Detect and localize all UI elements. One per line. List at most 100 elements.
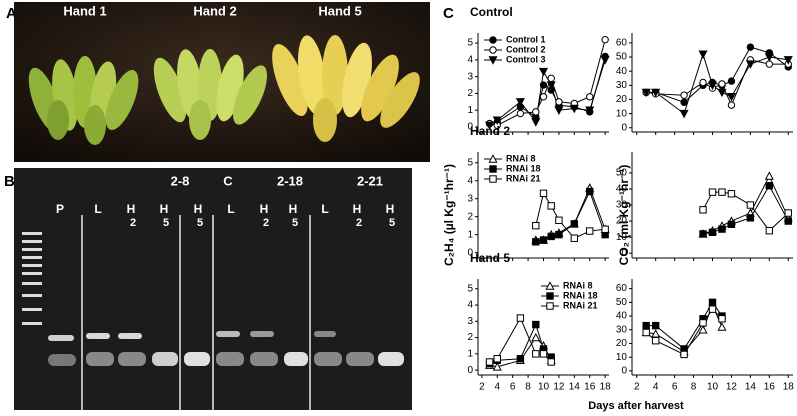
data-point (485, 358, 494, 366)
chart-title: Hand 2 (470, 124, 510, 138)
photo-label: Hand 1 (63, 3, 106, 18)
data-point (784, 209, 792, 217)
data-point (699, 78, 707, 87)
series-line (646, 52, 789, 115)
data-point (586, 187, 594, 196)
x-tick-label: 4 (494, 382, 500, 393)
data-point (727, 77, 736, 85)
lane-dividers (81, 215, 311, 410)
y-tick-label: 50 (616, 168, 628, 179)
data-point (515, 98, 525, 107)
lane-label: H (353, 202, 362, 216)
lane-label: 2 (356, 217, 362, 229)
lane-label: H (160, 202, 169, 216)
y-tick-label: 0 (621, 248, 627, 259)
data-point (539, 93, 548, 101)
data-point (489, 165, 497, 173)
y-tick-label: 1 (467, 348, 473, 359)
lane-group-label: 2-18 (277, 173, 303, 188)
legend-label: RNAi 18 (563, 290, 598, 300)
data-point (539, 350, 548, 358)
x-tick-label: 2 (634, 382, 640, 393)
chart-title: Hand 5 (470, 251, 510, 265)
x-tick-label: 12 (726, 382, 738, 393)
y-tick-label: 60 (616, 38, 628, 49)
y-tick-label: 40 (616, 184, 628, 195)
data-point (600, 56, 610, 65)
photo-label: Hand 5 (318, 3, 361, 18)
data-point (746, 43, 755, 51)
data-point (488, 154, 498, 163)
lane-label: H (289, 202, 298, 216)
x-tick-label: 8 (525, 382, 531, 393)
data-point (546, 81, 556, 90)
data-point (532, 238, 540, 246)
banana-bunch (272, 35, 420, 142)
banana-bunch (28, 56, 139, 145)
legend-label: Control 3 (506, 54, 546, 64)
data-point (546, 302, 554, 310)
data-point (746, 201, 755, 209)
y-tick-label: 4 (467, 54, 473, 65)
y-tick-label: 50 (616, 52, 628, 63)
y-tick-label: 2 (467, 332, 473, 343)
data-point (708, 305, 717, 313)
photo-label: Hand 2 (193, 3, 236, 18)
y-tick-label: 10 (616, 232, 628, 243)
data-point (547, 232, 555, 241)
legend-label: RNAi 8 (506, 153, 536, 163)
data-point (492, 362, 502, 371)
data-point (783, 56, 793, 65)
y-tick-label: 60 (616, 283, 628, 294)
x-tick-label: 6 (510, 382, 516, 393)
chart-title: Control (470, 5, 513, 19)
lane-group-label: 2-8 (171, 173, 190, 188)
x-tick-label: 18 (783, 382, 795, 393)
data-point (726, 92, 736, 102)
data-point (586, 93, 594, 101)
data-point (516, 314, 525, 322)
data-point (554, 106, 564, 115)
series-line (646, 59, 789, 107)
data-point (784, 217, 792, 225)
data-point (764, 171, 774, 180)
data-point (718, 188, 726, 196)
data-point (516, 109, 525, 118)
lane-label: L (227, 202, 234, 216)
y-tick-label: 2 (467, 211, 473, 222)
data-point (717, 88, 727, 98)
data-point (546, 292, 554, 300)
y-tick-label: 4 (467, 175, 473, 186)
x-tick-label: 8 (691, 382, 697, 393)
data-point (746, 214, 755, 222)
y-tick-label: 3 (467, 71, 473, 82)
data-point (532, 108, 540, 116)
data-point (698, 50, 708, 59)
legend-label: Control 2 (506, 44, 546, 54)
data-point (680, 98, 688, 107)
data-point (698, 324, 708, 334)
data-point (492, 116, 502, 126)
lane-label: P (56, 202, 64, 216)
lane-label: H (194, 202, 203, 216)
y-tick-label: 0 (467, 122, 473, 133)
y-tick-label: 0 (467, 247, 473, 258)
lane-label: L (321, 202, 328, 216)
x-tick-label: 16 (584, 382, 596, 393)
legend-label: RNAi 21 (506, 173, 541, 183)
lane-label: 5 (292, 217, 298, 229)
panel-label: B (4, 173, 15, 190)
data-point (538, 67, 549, 77)
data-point (680, 91, 688, 99)
data-point (651, 88, 661, 98)
data-point (727, 220, 736, 228)
lane-label: 2 (130, 217, 136, 229)
lane-group-label: 2-21 (357, 173, 383, 188)
x-tick-label: 12 (553, 382, 565, 393)
data-point (718, 225, 726, 233)
legend-label: Control 1 (506, 34, 546, 44)
data-point (601, 36, 609, 44)
data-point (547, 358, 555, 366)
data-point (745, 60, 755, 69)
